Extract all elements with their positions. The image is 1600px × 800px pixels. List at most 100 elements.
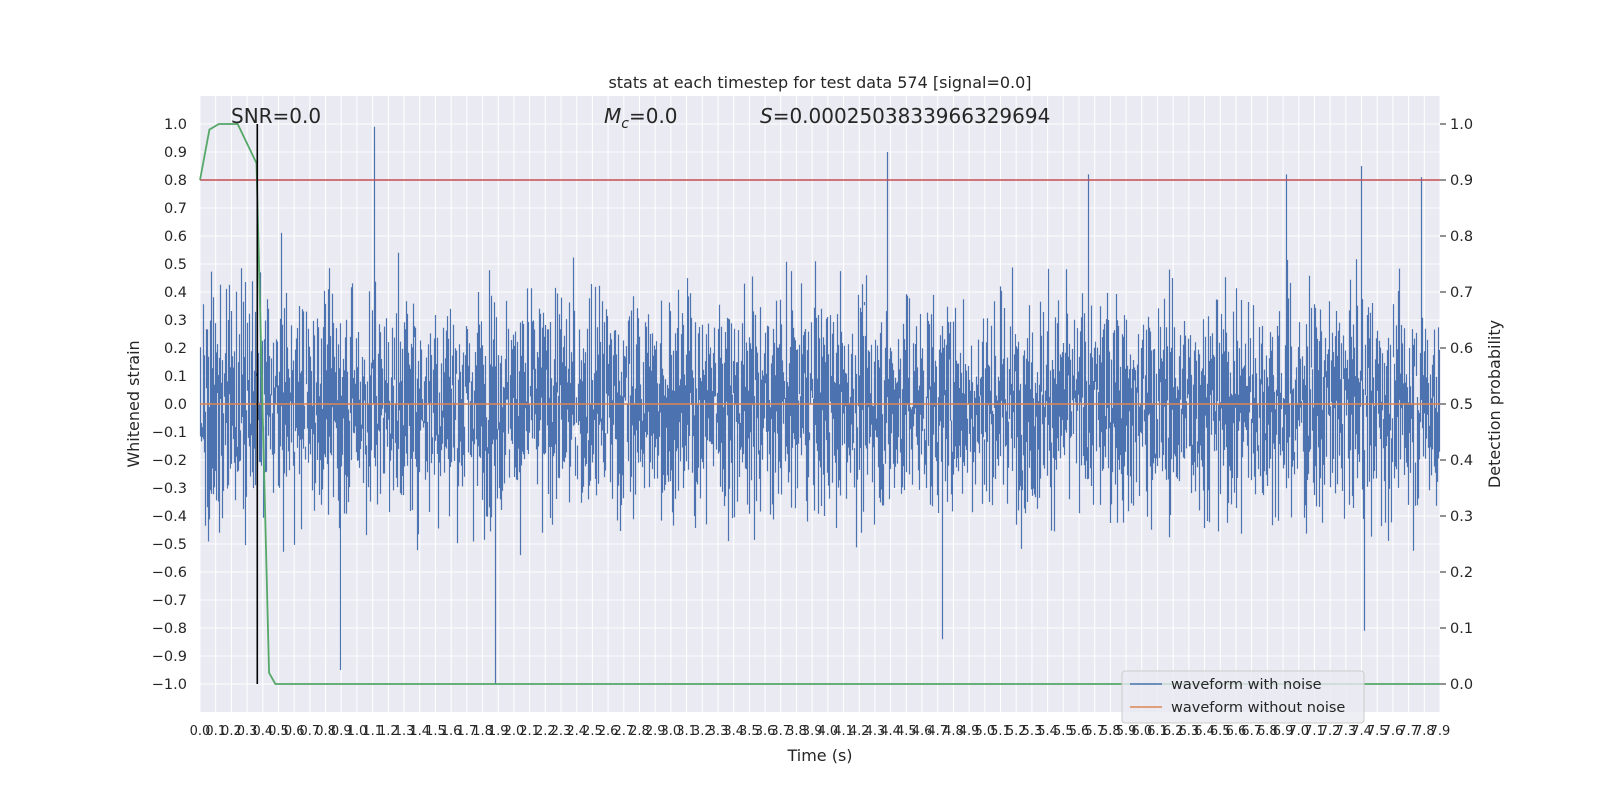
score-value: =0.0002503833966329694 (773, 104, 1051, 128)
left-y-tick-label: 0.4 (164, 285, 187, 301)
x-tick-label: 0.6 (284, 724, 305, 739)
left-y-tick-label: −1.0 (152, 677, 187, 693)
x-tick-label: 3.1 (676, 724, 697, 739)
x-tick-label: 4.6 (912, 724, 933, 739)
waveform-with-noise-line (199, 126, 1441, 684)
x-tick-label: 1.2 (378, 724, 399, 739)
left-y-tick-label: 0.2 (164, 341, 187, 357)
left-y-tick-label: −0.6 (152, 565, 187, 581)
left-y-tick-label: −0.4 (152, 509, 187, 525)
chirp-mass-annotation: Mc=0.0 (604, 104, 678, 132)
x-tick-label: 5.0 (974, 724, 995, 739)
x-axis-label: Time (s) (786, 746, 852, 765)
x-tick-label: 7.6 (1383, 724, 1404, 739)
x-tick-label: 4.8 (943, 724, 964, 739)
left-y-axis: 1.0 0.9 0.8 0.7 0.6 0.5 0.4 0.3 0.2 0.1 0.0 −0.1 −0.… (152, 117, 187, 693)
x-tick-label: 1.6 (441, 724, 462, 739)
x-tick-label: 1.0 (347, 724, 368, 739)
x-tick-label: 4.2 (849, 724, 870, 739)
left-y-tick-label: 0.0 (164, 397, 187, 413)
x-tick-label: 4.7 (927, 724, 948, 739)
x-tick-label: 1.9 (488, 724, 509, 739)
x-tick-label: 2.3 (551, 724, 572, 739)
x-tick-label: 2.0 (504, 724, 525, 739)
x-tick-label: 5.7 (1084, 724, 1105, 739)
snr-annotation: SNR=0.0 (231, 104, 321, 128)
left-y-tick-label: −0.2 (152, 453, 187, 469)
right-y-tick-label: 0.2 (1450, 565, 1473, 581)
left-y-tick-label: 0.6 (164, 229, 187, 245)
right-y-tick-label: 0.0 (1450, 677, 1473, 693)
x-tick-label: 3.3 (708, 724, 729, 739)
right-y-axis: 1.0 0.9 0.8 0.7 0.6 0.5 0.4 0.3 0.2 0.1 0.0 (1440, 117, 1473, 693)
x-tick-label: 1.4 (409, 724, 430, 739)
left-y-tick-label: −0.8 (152, 621, 187, 637)
x-tick-label: 7.7 (1398, 724, 1419, 739)
legend: waveform with noise waveform without noi… (1121, 670, 1365, 724)
x-tick-label: 5.4 (1037, 724, 1058, 739)
score-symbol: S (760, 104, 773, 128)
right-y-tick-label: 0.3 (1450, 509, 1473, 525)
x-tick-label: 3.4 (723, 724, 744, 739)
x-tick-label: 4.5 (896, 724, 917, 739)
x-tick-label: 0.5 (268, 724, 289, 739)
right-y-tick-label: 0.1 (1450, 621, 1473, 637)
x-tick-label: 7.8 (1414, 724, 1435, 739)
left-y-tick-label: −0.9 (152, 649, 187, 665)
left-y-axis-label: Whitened strain (124, 340, 143, 467)
left-y-tick-label: 1.0 (164, 117, 187, 133)
x-tick-label: 3.0 (661, 724, 682, 739)
x-tick-label: 7.4 (1351, 724, 1372, 739)
x-tick-label: 0.2 (221, 724, 242, 739)
x-tick-label: 0.7 (300, 724, 321, 739)
x-axis: 0.00.10.20.30.40.50.60.70.80.91.01.11.21… (190, 724, 1451, 739)
x-tick-label: 0.9 (331, 724, 352, 739)
right-y-tick-label: 1.0 (1450, 117, 1473, 133)
x-tick-label: 6.6 (1226, 724, 1247, 739)
x-tick-label: 6.0 (1131, 724, 1152, 739)
x-tick-label: 3.9 (802, 724, 823, 739)
chart-title: stats at each timestep for test data 574… (608, 73, 1031, 92)
x-tick-label: 2.4 (566, 724, 587, 739)
x-tick-label: 0.0 (190, 724, 211, 739)
x-tick-label: 0.8 (315, 724, 336, 739)
left-y-tick-label: 0.5 (164, 257, 187, 273)
x-tick-label: 7.3 (1335, 724, 1356, 739)
x-tick-label: 2.7 (613, 724, 634, 739)
x-tick-label: 5.5 (1053, 724, 1074, 739)
left-y-tick-label: 0.9 (164, 145, 187, 161)
x-tick-label: 3.5 (739, 724, 760, 739)
x-tick-label: 0.3 (237, 724, 258, 739)
x-tick-label: 6.8 (1257, 724, 1278, 739)
left-y-tick-label: −0.5 (152, 537, 187, 553)
x-tick-label: 4.1 (833, 724, 854, 739)
x-tick-label: 3.6 (755, 724, 776, 739)
x-tick-label: 2.2 (535, 724, 556, 739)
left-y-tick-label: −0.7 (152, 593, 187, 609)
x-tick-label: 3.2 (692, 724, 713, 739)
left-y-tick-label: 0.7 (164, 201, 187, 217)
x-tick-label: 7.0 (1288, 724, 1309, 739)
x-tick-label: 6.3 (1179, 724, 1200, 739)
right-y-tick-label: 0.7 (1450, 285, 1473, 301)
x-tick-label: 1.3 (394, 724, 415, 739)
x-tick-label: 2.1 (519, 724, 540, 739)
x-tick-label: 0.4 (252, 724, 273, 739)
waveform-with-noise-trace (199, 126, 1441, 684)
right-y-tick-label: 0.4 (1450, 453, 1473, 469)
chirp-mass-subscript: c (621, 116, 629, 132)
x-tick-label: 5.3 (1022, 724, 1043, 739)
right-y-tick-label: 0.8 (1450, 229, 1473, 245)
x-tick-label: 4.4 (880, 724, 901, 739)
x-tick-label: 7.1 (1304, 724, 1325, 739)
x-tick-label: 0.1 (205, 724, 226, 739)
x-tick-label: 1.7 (456, 724, 477, 739)
right-y-axis-label: Detection probability (1485, 320, 1504, 488)
x-tick-label: 5.2 (1006, 724, 1027, 739)
x-tick-label: 2.6 (598, 724, 619, 739)
x-tick-label: 1.5 (425, 724, 446, 739)
x-tick-label: 7.9 (1430, 724, 1451, 739)
left-y-tick-label: 0.3 (164, 313, 187, 329)
x-tick-label: 4.0 (818, 724, 839, 739)
